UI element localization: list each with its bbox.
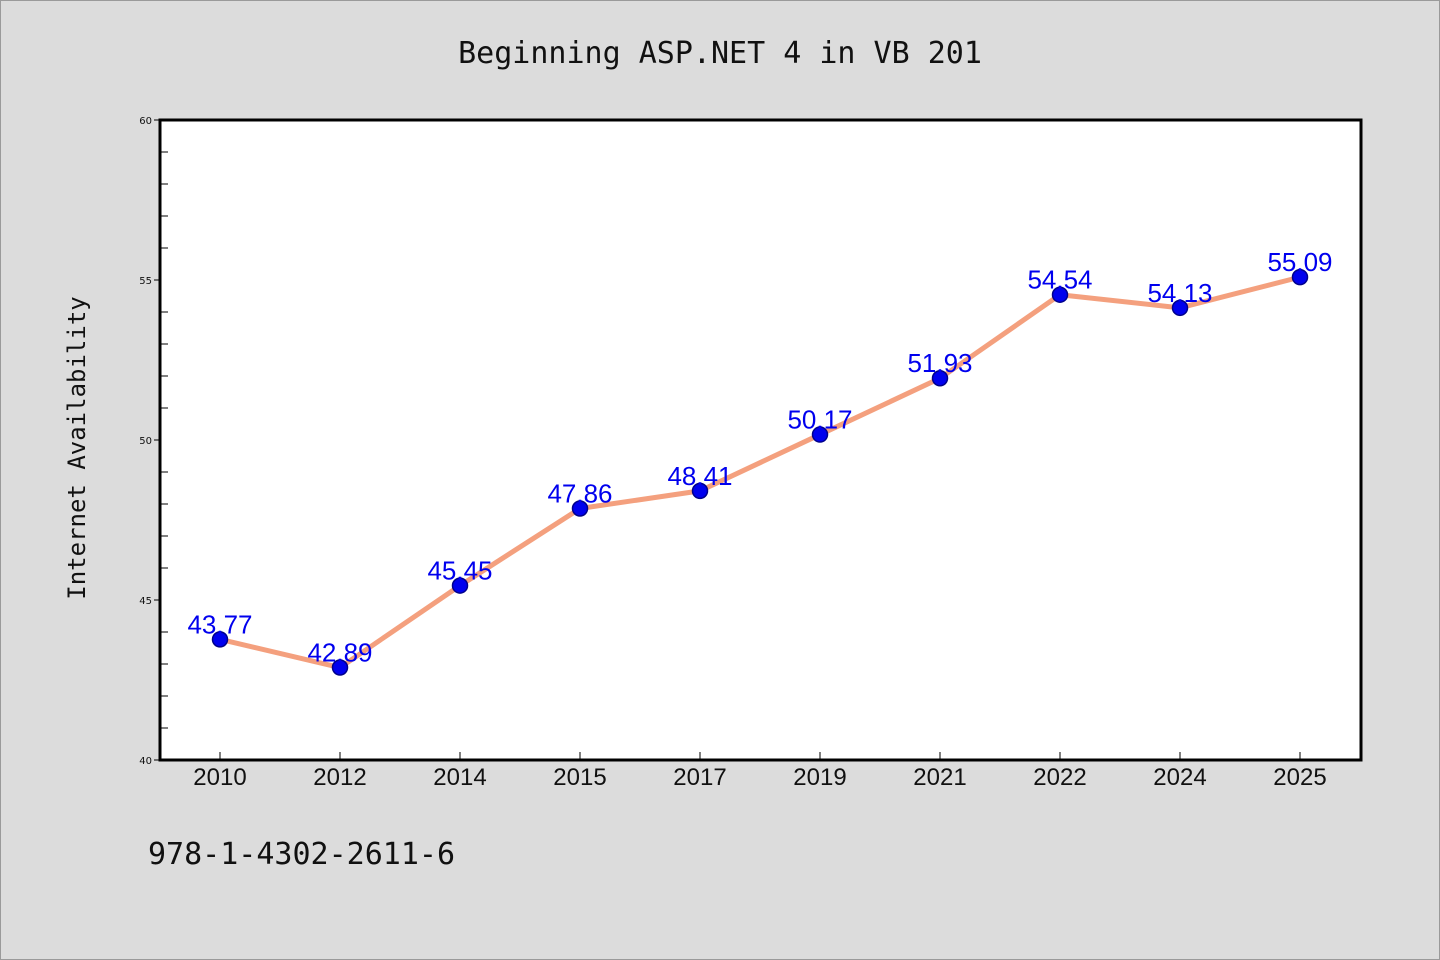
data-label: 45.45 (427, 556, 492, 586)
data-point (211, 631, 229, 648)
x-tick-label: 2021 (913, 764, 966, 791)
data-label: 54.54 (1027, 265, 1092, 295)
y-tick-label: 60 (139, 116, 152, 127)
data-point (571, 500, 589, 517)
series-layer: 43.77 42.89 45.45 47.86 48.41 50.17 51.93 54.54… (187, 247, 1333, 676)
series-line (217, 274, 1303, 671)
x-tick-label: 2010 (193, 764, 246, 791)
y-tick-label: 50 (139, 436, 152, 447)
y-tick-label: 45 (139, 596, 152, 607)
data-label: 54.13 (1147, 278, 1212, 308)
y-axis-label: Internet Availability (63, 296, 91, 599)
data-label: 50.17 (787, 405, 852, 435)
data-label: 48.41 (667, 461, 732, 491)
data-point (1051, 286, 1069, 303)
data-point (451, 577, 469, 594)
data-label: 51.93 (907, 348, 972, 378)
isbn-footer: 978-1-4302-2611-6 (148, 837, 455, 872)
chart-title: Beginning ASP.NET 4 in VB 201 (458, 36, 982, 71)
data-point (1291, 268, 1309, 286)
data-point (331, 659, 349, 676)
x-tick-label: 2024 (1153, 764, 1206, 791)
data-point (931, 369, 949, 387)
x-tick-label: 2025 (1273, 764, 1326, 791)
data-label: 42.89 (307, 638, 372, 668)
data-point (1171, 299, 1189, 317)
data-label: 47.86 (547, 478, 612, 508)
x-tick-label: 2022 (1033, 764, 1086, 791)
x-tick-label: 2019 (793, 764, 846, 791)
y-axis-ticks: 40 45 50 55 60 (139, 116, 168, 767)
x-tick-label: 2015 (553, 764, 606, 791)
data-label: 55.09 (1267, 247, 1332, 277)
data-point (691, 482, 709, 500)
data-point (811, 426, 829, 443)
y-tick-label: 55 (139, 276, 152, 287)
x-axis-ticks: 2010 2012 2014 2015 2017 2019 2021 2022 2024 2025 (193, 752, 1327, 791)
x-tick-label: 2014 (433, 764, 486, 791)
data-label: 43.77 (187, 609, 252, 639)
x-tick-label: 2012 (313, 764, 366, 791)
y-tick-label: 40 (139, 756, 152, 767)
x-tick-label: 2017 (673, 764, 726, 791)
